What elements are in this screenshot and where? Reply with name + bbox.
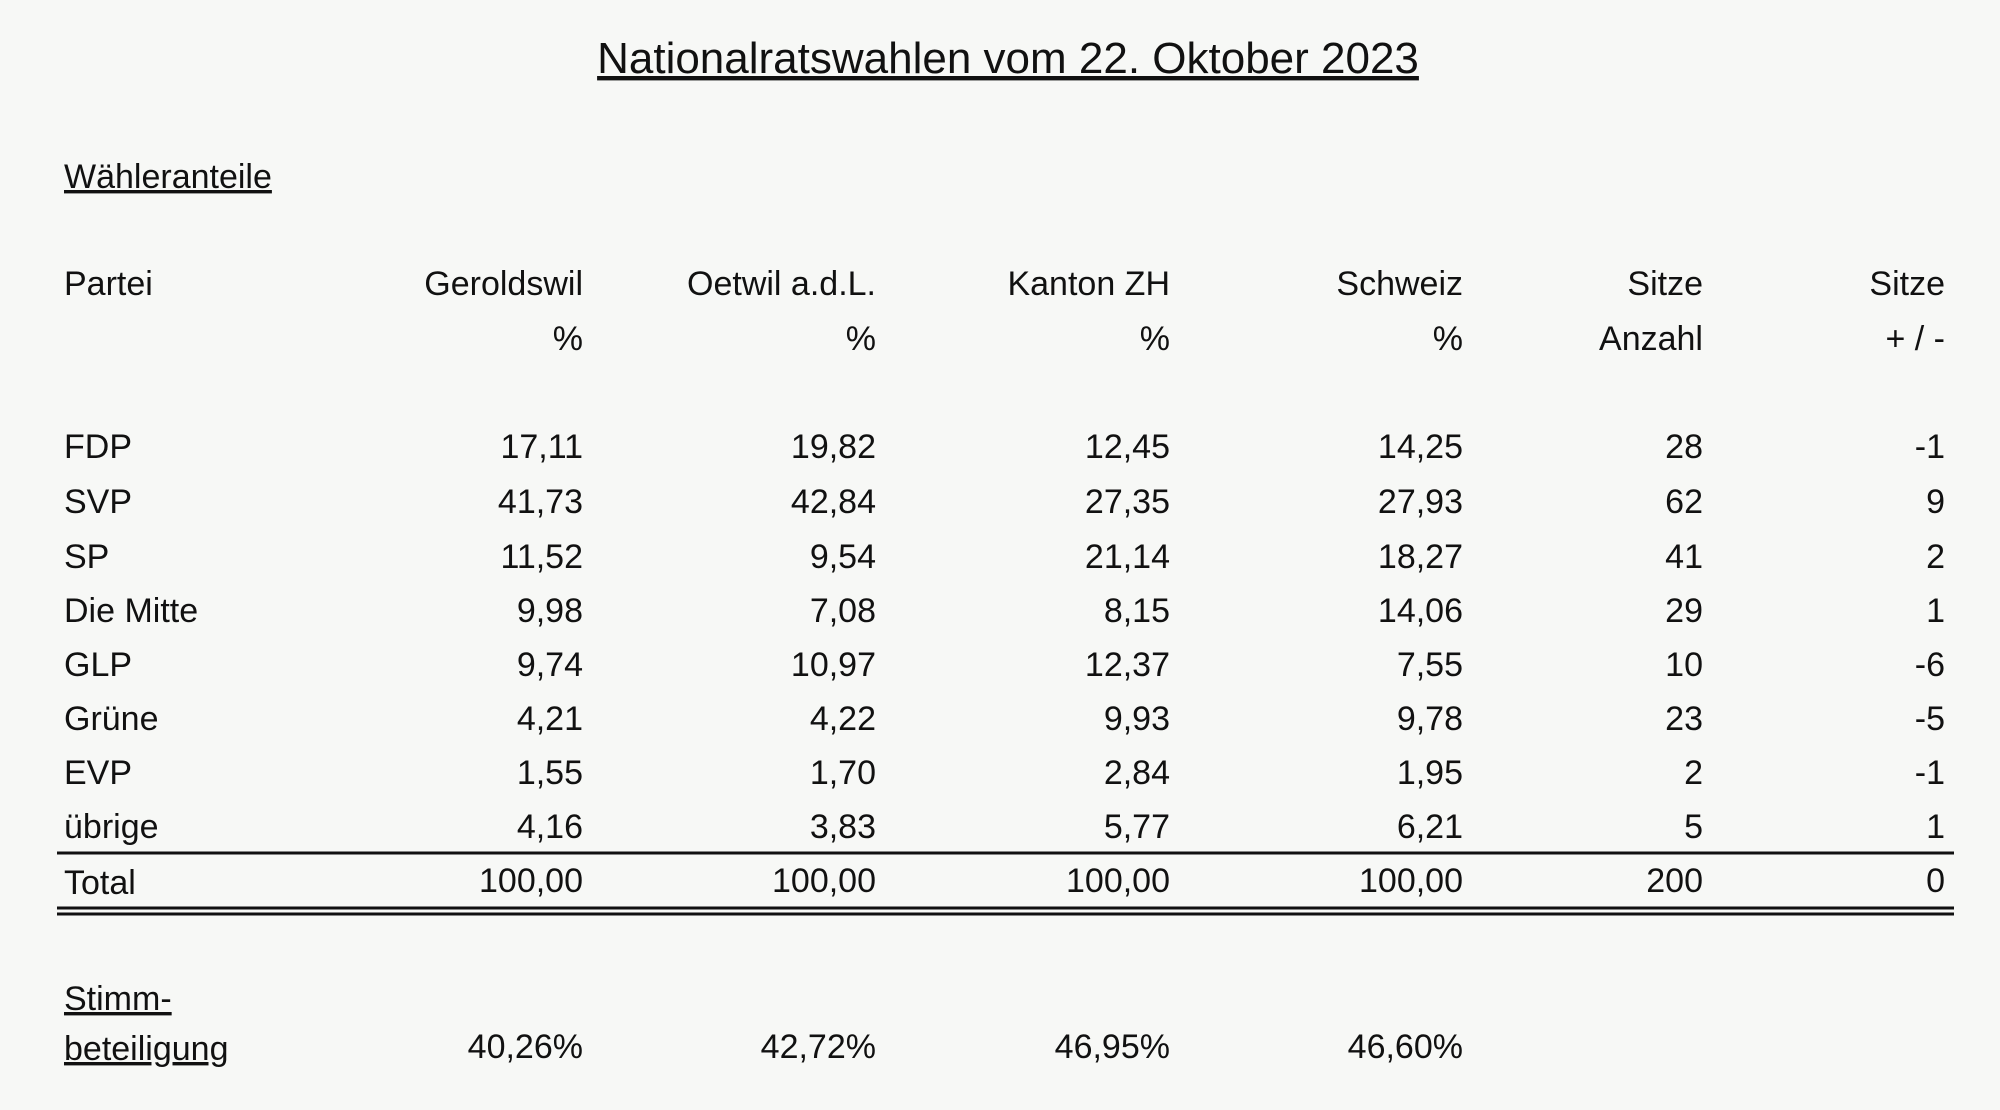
total-cell: 0 — [1926, 862, 1945, 900]
turnout-cell: 40,26% — [468, 1028, 583, 1066]
total-cell: 100,00 — [479, 862, 583, 900]
cell: 10 — [1665, 646, 1703, 684]
cell: 21,14 — [1085, 538, 1170, 576]
cell: 23 — [1665, 700, 1703, 738]
party-name: EVP — [64, 754, 132, 792]
column-header: Kanton ZH — [1007, 265, 1170, 303]
column-header: + / - — [1885, 320, 1945, 358]
cell: 1 — [1926, 808, 1945, 846]
cell: 5,77 — [1104, 808, 1170, 846]
total-cell: 100,00 — [1359, 862, 1463, 900]
column-header: Sitze — [1627, 265, 1703, 303]
cell: -6 — [1915, 646, 1945, 684]
cell: 4,16 — [517, 808, 583, 846]
cell: 7,08 — [810, 592, 876, 630]
column-header: Partei — [64, 265, 153, 303]
turnout-label: beteiligung — [64, 1030, 228, 1068]
cell: 17,11 — [500, 428, 583, 466]
column-header: Schweiz — [1336, 265, 1463, 303]
cell: -1 — [1915, 428, 1945, 466]
total-label: Total — [64, 864, 136, 902]
cell: 1,95 — [1397, 754, 1463, 792]
cell: 2 — [1684, 754, 1703, 792]
column-header: Oetwil a.d.L. — [687, 265, 876, 303]
cell: 42,84 — [791, 483, 876, 521]
cell: 4,22 — [810, 700, 876, 738]
column-header: % — [1140, 320, 1170, 358]
column-header: Anzahl — [1599, 320, 1703, 358]
cell: 5 — [1684, 808, 1703, 846]
cell: 9,78 — [1397, 700, 1463, 738]
cell: 1 — [1926, 592, 1945, 630]
turnout-cell: 42,72% — [761, 1028, 876, 1066]
cell: 3,83 — [810, 808, 876, 846]
total-cell: 200 — [1646, 862, 1703, 900]
cell: 41 — [1665, 538, 1703, 576]
column-header: % — [553, 320, 583, 358]
cell: 8,15 — [1104, 592, 1170, 630]
title: Nationalratswahlen vom 22. Oktober 2023 — [597, 34, 1419, 83]
cell: 4,21 — [517, 700, 583, 738]
column-header: % — [1433, 320, 1463, 358]
cell: 14,25 — [1378, 428, 1463, 466]
cell: 27,35 — [1085, 483, 1170, 521]
cell: 11,52 — [500, 538, 583, 576]
cell: 14,06 — [1378, 592, 1463, 630]
cell: 28 — [1665, 428, 1703, 466]
turnout-label: Stimm- — [64, 980, 172, 1018]
party-name: SVP — [64, 483, 132, 521]
cell: -5 — [1915, 700, 1945, 738]
party-name: GLP — [64, 646, 132, 684]
column-header: Sitze — [1869, 265, 1945, 303]
party-name: SP — [64, 538, 109, 576]
cell: 9,54 — [810, 538, 876, 576]
total-cell: 100,00 — [772, 862, 876, 900]
cell: 29 — [1665, 592, 1703, 630]
cell: 9,98 — [517, 592, 583, 630]
cell: 12,37 — [1085, 646, 1170, 684]
cell: 41,73 — [498, 483, 583, 521]
party-name: FDP — [64, 428, 132, 466]
turnout-cell: 46,95% — [1055, 1028, 1170, 1066]
party-name: übrige — [64, 808, 159, 846]
cell: 10,97 — [791, 646, 876, 684]
cell: 9,93 — [1104, 700, 1170, 738]
total-cell: 100,00 — [1066, 862, 1170, 900]
cell: 27,93 — [1378, 483, 1463, 521]
column-header: Geroldswil — [424, 265, 583, 303]
section-title: Wähleranteile — [64, 158, 272, 196]
cell: 7,55 — [1397, 646, 1463, 684]
cell: 1,70 — [810, 754, 876, 792]
cell: 9 — [1926, 483, 1945, 521]
cell: 1,55 — [517, 754, 583, 792]
cell: 12,45 — [1085, 428, 1170, 466]
cell: 62 — [1665, 483, 1703, 521]
cell: 2,84 — [1104, 754, 1170, 792]
column-header: % — [846, 320, 876, 358]
cell: 18,27 — [1378, 538, 1463, 576]
cell: -1 — [1915, 754, 1945, 792]
cell: 6,21 — [1397, 808, 1463, 846]
cell: 19,82 — [791, 428, 876, 466]
party-name: Grüne — [64, 700, 159, 738]
cell: 9,74 — [517, 646, 583, 684]
cell: 2 — [1926, 538, 1945, 576]
turnout-cell: 46,60% — [1348, 1028, 1463, 1066]
party-name: Die Mitte — [64, 592, 198, 630]
